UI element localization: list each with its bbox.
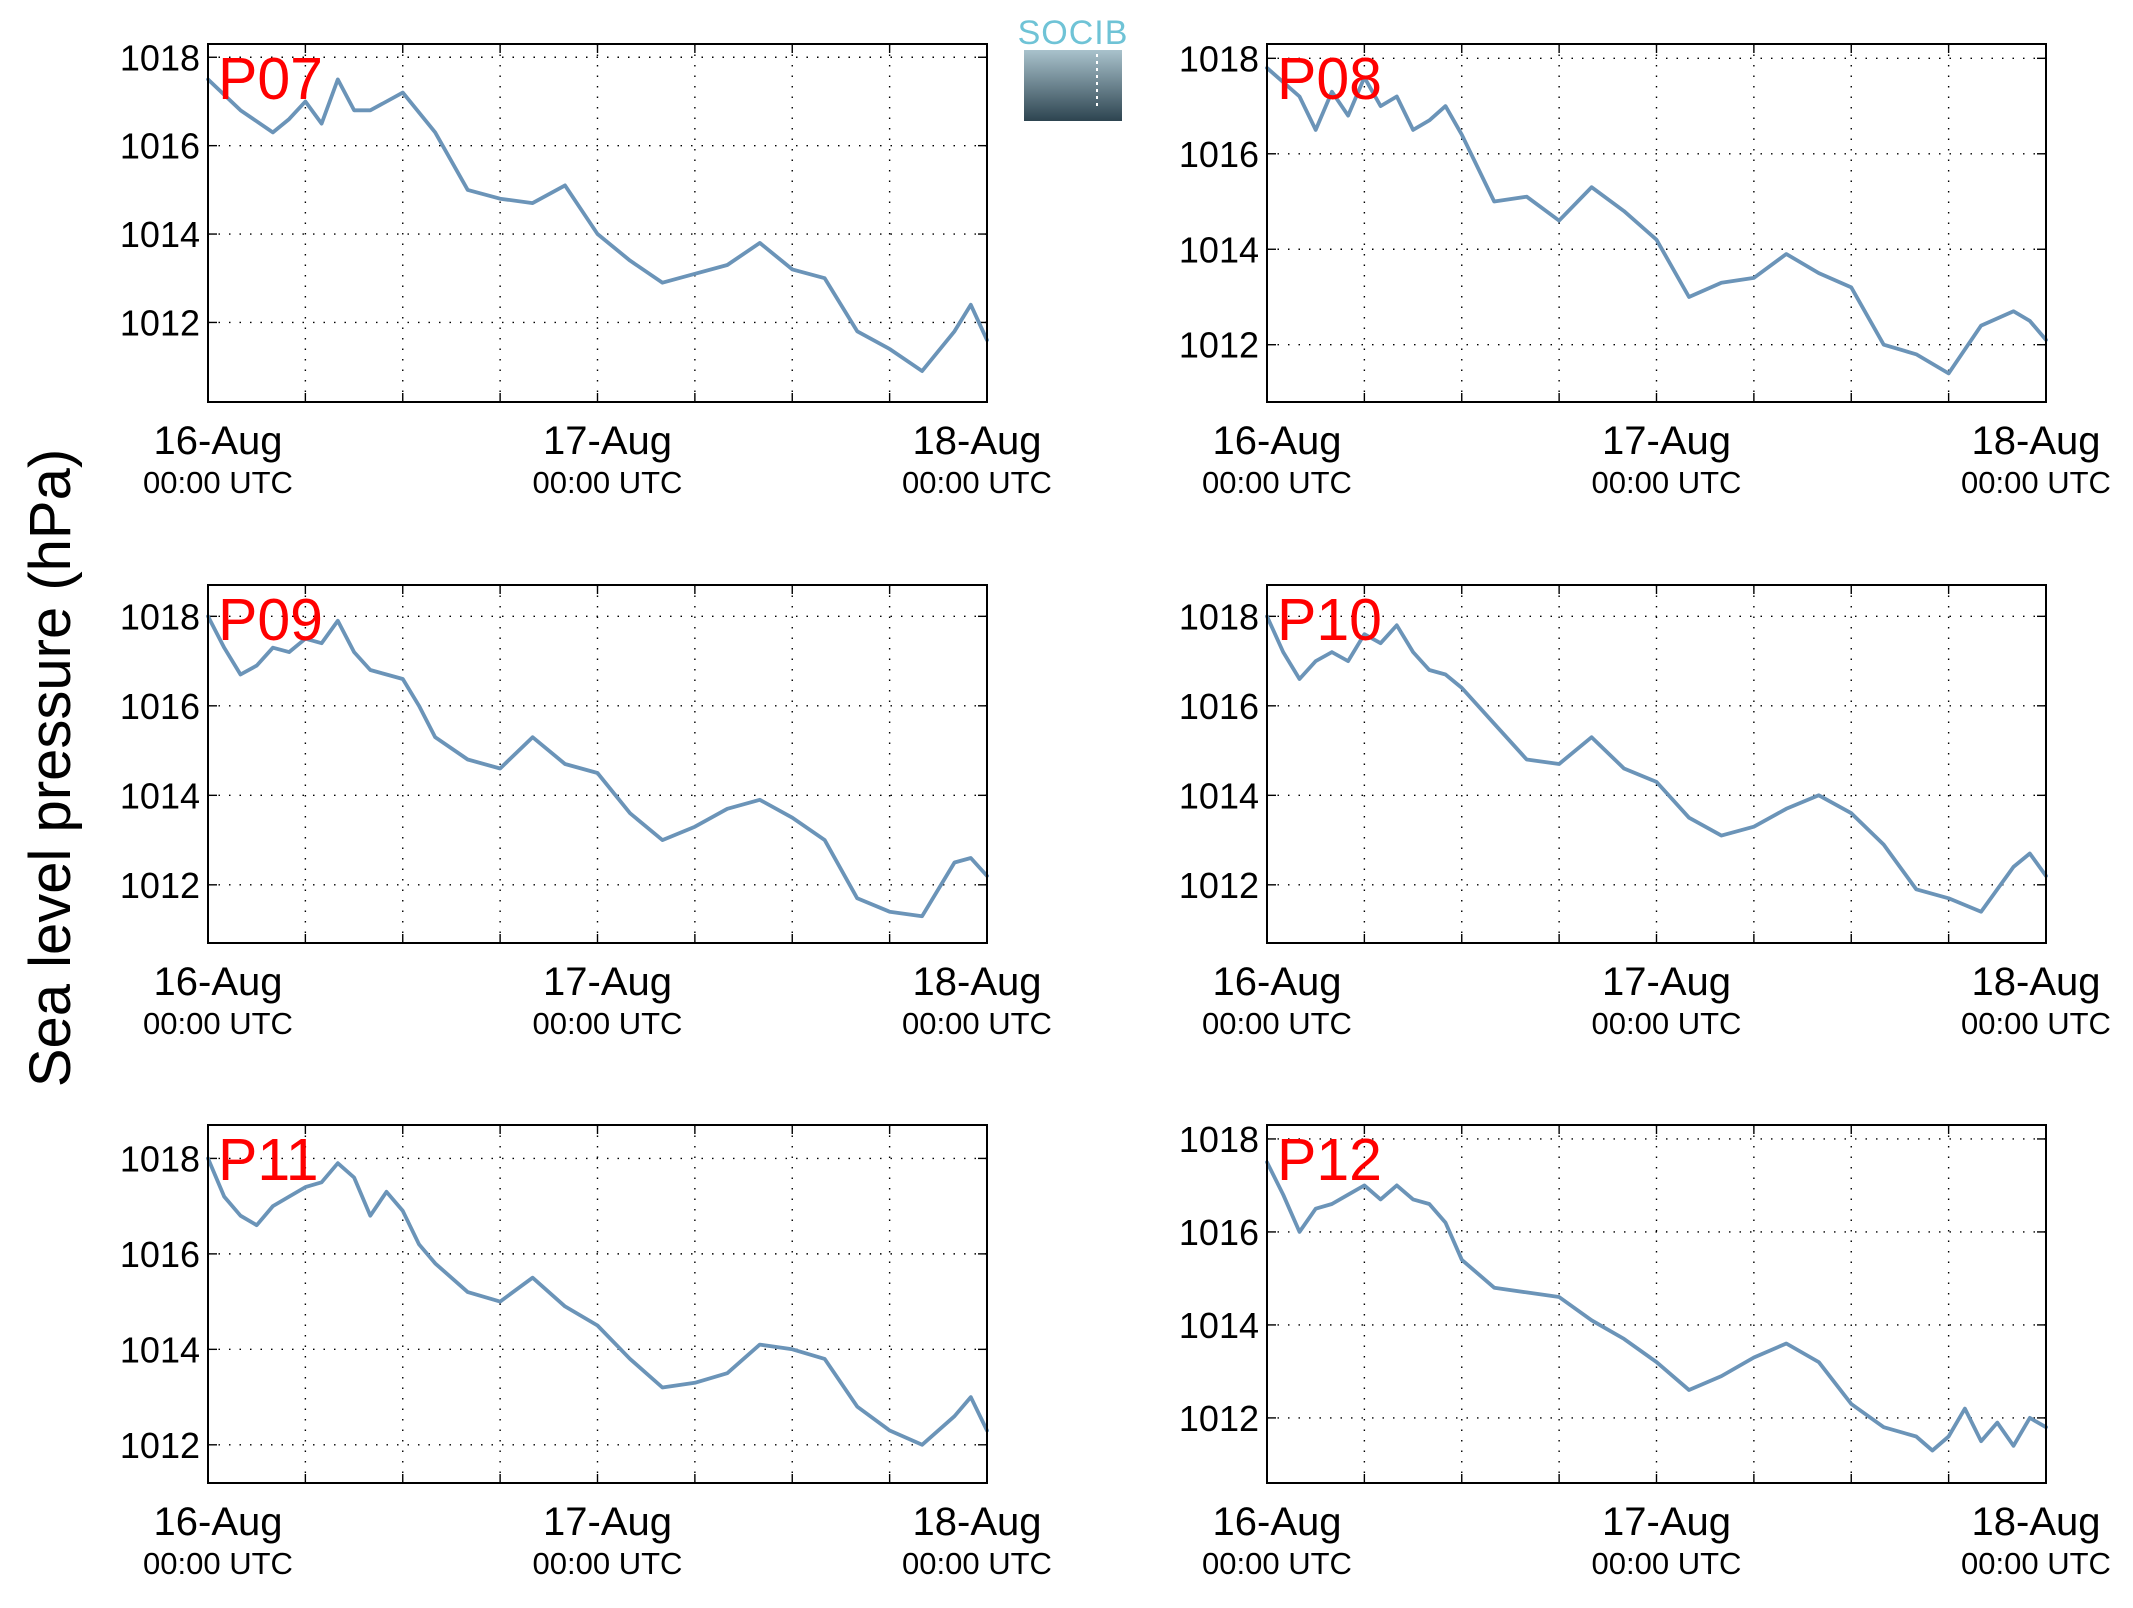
p3-series-line	[206, 614, 989, 919]
p3-x-tick-date: 16-Aug	[154, 960, 283, 1004]
y-axis-label: Sea level pressure (hPa)	[18, 449, 83, 1087]
p5-grid	[208, 1125, 987, 1483]
p4-y-tick-label: 1016	[1179, 686, 1259, 727]
p6-grid	[1267, 1125, 2046, 1483]
p3-station-label: P09	[218, 587, 323, 653]
p5-x-tick-time: 00:00 UTC	[902, 1546, 1052, 1581]
p5-x-tick-time: 00:00 UTC	[143, 1546, 293, 1581]
p2-x-tick-date: 18-Aug	[1972, 419, 2101, 463]
p4-x-tick-time: 00:00 UTC	[1961, 1006, 2111, 1041]
p3-x-tick-time: 00:00 UTC	[533, 1006, 683, 1041]
p6-x-tick-date: 16-Aug	[1213, 1500, 1342, 1544]
p5-axes-frame	[207, 1124, 988, 1484]
p4-y-tick-label: 1014	[1179, 775, 1259, 816]
p6-y-tick-label: 1012	[1179, 1398, 1259, 1439]
p5-x-tick-time: 00:00 UTC	[533, 1546, 683, 1581]
p1-x-tick-time: 00:00 UTC	[533, 465, 683, 500]
p6-station-label: P12	[1277, 1127, 1382, 1193]
p2-grid	[1267, 44, 2046, 402]
p3-y-tick-label: 1016	[120, 686, 200, 727]
p4-x-tick-date: 16-Aug	[1213, 960, 1342, 1004]
socib-logo: SOCIB	[1018, 14, 1129, 121]
p1-station-label: P07	[218, 46, 323, 112]
p2-y-tick-label: 1014	[1179, 229, 1259, 270]
p2-axes-frame	[1266, 43, 2047, 403]
p2-x-tick-time: 00:00 UTC	[1202, 465, 1352, 500]
p4-x-tick-date: 17-Aug	[1602, 960, 1731, 1004]
p5-y-tick-label: 1014	[120, 1329, 200, 1370]
p3-x-tick-time: 00:00 UTC	[143, 1006, 293, 1041]
p6-x-tick-date: 18-Aug	[1972, 1500, 2101, 1544]
p6-x-tick-time: 00:00 UTC	[1202, 1546, 1352, 1581]
p3-x-tick-date: 17-Aug	[543, 960, 672, 1004]
p1-x-tick-date: 18-Aug	[913, 419, 1042, 463]
p1-x-tick-date: 17-Aug	[543, 419, 672, 463]
p3-axes-frame	[207, 584, 988, 944]
p6-x-tick-time: 00:00 UTC	[1961, 1546, 2111, 1581]
p5-y-tick-label: 1018	[120, 1138, 200, 1179]
p1-grid	[208, 44, 987, 402]
p4-x-tick-date: 18-Aug	[1972, 960, 2101, 1004]
p2-x-tick-date: 17-Aug	[1602, 419, 1731, 463]
p1-series-line	[206, 77, 989, 374]
p4-axes-frame	[1266, 584, 2047, 944]
p5-y-tick-label: 1016	[120, 1234, 200, 1275]
p4-y-tick-label: 1012	[1179, 865, 1259, 906]
p4-series-line	[1265, 614, 2048, 914]
p6-x-tick-date: 17-Aug	[1602, 1500, 1731, 1544]
p5-series-line	[206, 1156, 989, 1447]
p2-x-tick-time: 00:00 UTC	[1961, 465, 2111, 500]
p6-series-line	[1265, 1160, 2048, 1453]
p4-station-label: P10	[1277, 587, 1382, 653]
p6-x-tick-time: 00:00 UTC	[1592, 1546, 1742, 1581]
p6-axes-frame	[1266, 1124, 2047, 1484]
p5-x-tick-date: 16-Aug	[154, 1500, 283, 1544]
p2-series-line	[1265, 66, 2048, 376]
p3-x-tick-date: 18-Aug	[913, 960, 1042, 1004]
p3-x-tick-time: 00:00 UTC	[902, 1006, 1052, 1041]
p3-y-tick-label: 1014	[120, 775, 200, 816]
p6-y-tick-label: 1018	[1179, 1119, 1259, 1160]
p5-y-tick-label: 1012	[120, 1425, 200, 1466]
p3-y-tick-label: 1018	[120, 596, 200, 637]
p2-x-tick-date: 16-Aug	[1213, 419, 1342, 463]
p2-y-tick-label: 1016	[1179, 134, 1259, 175]
p1-y-tick-label: 1012	[120, 302, 200, 343]
p2-x-tick-time: 00:00 UTC	[1592, 465, 1742, 500]
p4-x-tick-time: 00:00 UTC	[1202, 1006, 1352, 1041]
p1-y-tick-label: 1018	[120, 37, 200, 78]
p1-x-tick-time: 00:00 UTC	[902, 465, 1052, 500]
logo-text: SOCIB	[1018, 14, 1129, 52]
p5-station-label: P11	[218, 1127, 319, 1193]
p5-x-tick-date: 17-Aug	[543, 1500, 672, 1544]
p3-y-tick-label: 1012	[120, 865, 200, 906]
p6-y-tick-label: 1014	[1179, 1305, 1259, 1346]
p5-x-tick-date: 18-Aug	[913, 1500, 1042, 1544]
p2-y-tick-label: 1018	[1179, 38, 1259, 79]
p4-y-tick-label: 1018	[1179, 596, 1259, 637]
p2-station-label: P08	[1277, 46, 1382, 112]
p1-axes-frame	[207, 43, 988, 403]
p1-y-tick-label: 1016	[120, 126, 200, 167]
p1-x-tick-time: 00:00 UTC	[143, 465, 293, 500]
p4-x-tick-time: 00:00 UTC	[1592, 1006, 1742, 1041]
p3-grid	[208, 585, 987, 943]
p1-y-tick-label: 1014	[120, 214, 200, 255]
p6-y-tick-label: 1016	[1179, 1212, 1259, 1253]
p1-x-tick-date: 16-Aug	[154, 419, 283, 463]
p2-y-tick-label: 1012	[1179, 325, 1259, 366]
